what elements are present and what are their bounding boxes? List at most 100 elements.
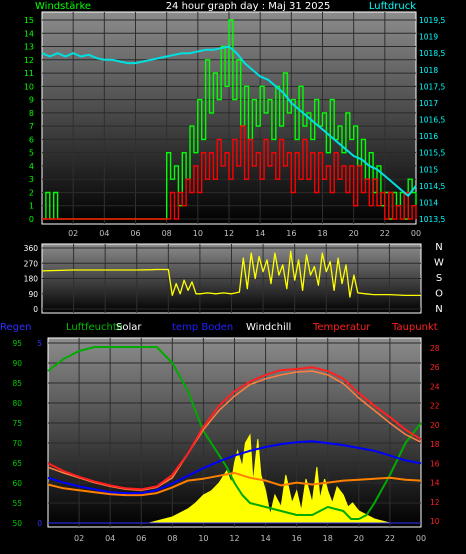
series-temp-boden xyxy=(47,440,422,495)
x-tick: 20 xyxy=(349,229,359,238)
label-windstaerke: Windstärke xyxy=(35,1,91,12)
compass-label: N xyxy=(435,242,442,253)
y-tick-right: 1015,5 xyxy=(419,149,445,158)
y-tick-rain: 5 xyxy=(37,339,42,348)
series-solar xyxy=(48,433,421,524)
y-tick-left: 2 xyxy=(29,188,34,197)
y-tick-direction: 270 xyxy=(24,259,39,268)
y-tick-direction: 0 xyxy=(33,305,38,314)
x-tick: 14 xyxy=(260,534,270,543)
x-tick: 22 xyxy=(385,534,395,543)
x-tick: 10 xyxy=(198,534,208,543)
series-wind-gust xyxy=(42,19,417,220)
series-humidity xyxy=(47,346,422,520)
x-tick: 12 xyxy=(224,229,234,238)
y-tick-right: 1013,5 xyxy=(419,215,445,224)
y-tick-left: 8 xyxy=(29,109,34,118)
y-tick-temperature: 20 xyxy=(430,421,440,430)
y-tick-left: 11 xyxy=(24,69,34,78)
y-tick-humidity: 95 xyxy=(12,339,22,348)
compass-label: O xyxy=(435,289,443,300)
x-tick: 22 xyxy=(380,229,390,238)
y-tick-direction: 360 xyxy=(24,244,39,253)
x-tick: 18 xyxy=(323,534,333,543)
y-tick-left: 1 xyxy=(29,202,34,211)
x-tick: 16 xyxy=(292,534,302,543)
x-tick: 14 xyxy=(255,229,265,238)
y-tick-temperature: 22 xyxy=(430,402,440,411)
y-tick-humidity: 65 xyxy=(12,459,22,468)
x-tick: 16 xyxy=(286,229,296,238)
y-tick-left: 7 xyxy=(29,122,34,131)
y-tick-temperature: 14 xyxy=(430,479,440,488)
y-tick-left: 0 xyxy=(29,215,34,224)
x-tick: 08 xyxy=(167,534,177,543)
y-tick-right: 1017 xyxy=(419,99,438,108)
y-tick-humidity: 90 xyxy=(12,359,22,368)
y-tick-humidity: 85 xyxy=(12,379,22,388)
y-tick-right: 1016 xyxy=(419,132,438,141)
y-tick-right: 1018,5 xyxy=(419,49,445,58)
legend-regen: Regen xyxy=(0,322,32,333)
y-tick-right: 1016,5 xyxy=(419,116,445,125)
x-tick: 00 xyxy=(416,534,426,543)
y-tick-temperature: 10 xyxy=(430,517,440,526)
y-tick-temperature: 28 xyxy=(430,344,440,353)
x-tick: 10 xyxy=(193,229,203,238)
y-tick-right: 1014 xyxy=(419,198,438,207)
legend-taupunkt: Taupunkt xyxy=(391,322,438,333)
compass-label: W xyxy=(434,258,444,269)
compass-label: N xyxy=(435,304,442,315)
y-tick-humidity: 60 xyxy=(12,479,22,488)
y-tick-humidity: 50 xyxy=(12,519,22,528)
label-luftdruck: Luftdruck xyxy=(369,1,416,12)
x-tick: 02 xyxy=(68,229,78,238)
legend-luftfeuchte: Luftfeuchte xyxy=(66,322,123,333)
x-tick: 02 xyxy=(74,534,84,543)
y-tick-left: 13 xyxy=(24,43,34,52)
y-tick-left: 9 xyxy=(29,96,34,105)
series-dewpoint xyxy=(47,471,422,497)
legend-temperatur: Temperatur xyxy=(312,322,371,333)
y-tick-left: 15 xyxy=(24,16,34,25)
y-tick-right: 1019 xyxy=(419,33,438,42)
series-pressure xyxy=(41,45,417,197)
series-wind-speed xyxy=(42,125,417,220)
y-tick-temperature: 26 xyxy=(430,363,440,372)
series-temperature xyxy=(47,366,422,491)
y-tick-humidity: 75 xyxy=(12,419,22,428)
y-tick-left: 4 xyxy=(29,162,34,171)
y-tick-temperature: 12 xyxy=(430,498,440,507)
y-tick-right: 1017,5 xyxy=(419,82,445,91)
y-tick-left: 12 xyxy=(24,56,34,65)
y-tick-direction: 180 xyxy=(24,275,39,284)
y-tick-right: 1018 xyxy=(419,66,438,75)
legend-windchill: Windchill xyxy=(246,322,291,333)
y-tick-temperature: 16 xyxy=(430,459,440,468)
x-tick: 18 xyxy=(317,229,327,238)
series-wind-direction xyxy=(41,250,421,298)
y-tick-left: 14 xyxy=(24,29,34,38)
y-tick-left: 6 xyxy=(29,135,34,144)
y-tick-humidity: 70 xyxy=(12,439,22,448)
y-tick-humidity: 80 xyxy=(12,399,22,408)
x-tick: 08 xyxy=(162,229,172,238)
y-tick-rain: 0 xyxy=(37,519,42,528)
x-tick: 06 xyxy=(136,534,146,543)
y-tick-right: 1019,5 xyxy=(419,16,445,25)
y-tick-right: 1015 xyxy=(419,165,438,174)
y-tick-temperature: 24 xyxy=(430,382,440,391)
y-tick-humidity: 55 xyxy=(12,499,22,508)
legend-solar: Solar xyxy=(116,322,142,333)
y-tick-left: 10 xyxy=(24,82,34,91)
y-tick-right: 1014,5 xyxy=(419,182,445,191)
x-tick: 04 xyxy=(105,534,115,543)
legend-temp-boden: temp Boden xyxy=(172,322,233,333)
y-tick-direction: 90 xyxy=(28,290,38,299)
y-tick-left: 5 xyxy=(29,149,34,158)
x-tick: 00 xyxy=(411,229,421,238)
x-tick: 04 xyxy=(99,229,109,238)
x-tick: 06 xyxy=(130,229,140,238)
